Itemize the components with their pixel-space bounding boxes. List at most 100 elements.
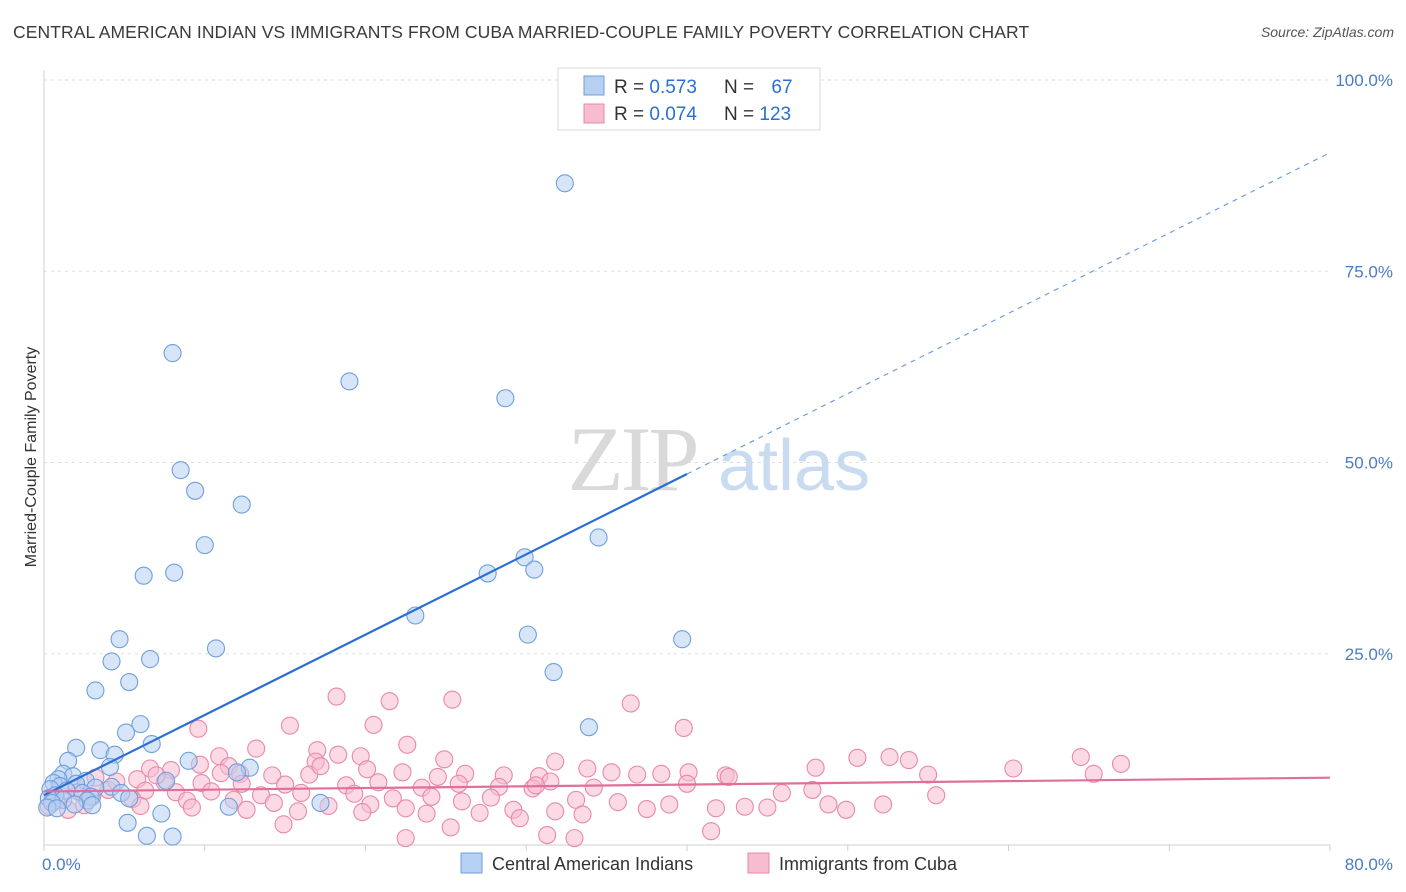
- data-point-central-american-indian: [525, 560, 544, 579]
- data-point-central-american-indian: [195, 536, 214, 555]
- data-point-central-american-indian: [120, 789, 139, 808]
- data-point-immigrant-from-cuba: [288, 802, 308, 821]
- data-point-central-american-indian: [67, 738, 86, 757]
- data-point-central-american-indian: [120, 673, 139, 692]
- data-point-immigrant-from-cuba: [674, 718, 693, 738]
- data-point-immigrant-from-cuba: [803, 780, 822, 799]
- data-point-immigrant-from-cuba: [652, 764, 671, 783]
- data-point-immigrant-from-cuba: [702, 822, 721, 841]
- data-point-central-american-indian: [340, 372, 359, 391]
- data-point-central-american-indian: [186, 481, 205, 500]
- data-point-immigrant-from-cuba: [806, 758, 825, 777]
- chart-title: CENTRAL AMERICAN INDIAN VS IMMIGRANTS FR…: [13, 22, 1030, 42]
- data-point-central-american-indian: [171, 461, 190, 480]
- data-point-immigrant-from-cuba: [602, 763, 621, 782]
- data-point-central-american-indian: [206, 639, 226, 658]
- data-point-central-american-indian: [219, 797, 238, 816]
- data-point-immigrant-from-cuba: [327, 687, 346, 706]
- data-point-central-american-indian: [83, 796, 102, 815]
- data-point-immigrant-from-cuba: [719, 767, 738, 786]
- data-point-immigrant-from-cuba: [428, 767, 447, 786]
- y-axis-label: Married-Couple Family Poverty: [23, 347, 40, 568]
- data-point-immigrant-from-cuba: [637, 799, 656, 819]
- legend-r-label: R =: [614, 77, 649, 98]
- data-point-immigrant-from-cuba: [237, 800, 256, 819]
- data-point-immigrant-from-cuba: [417, 804, 436, 823]
- data-point-immigrant-from-cuba: [452, 792, 472, 811]
- data-point-immigrant-from-cuba: [880, 747, 899, 767]
- data-point-immigrant-from-cuba: [470, 803, 489, 822]
- data-point-immigrant-from-cuba: [899, 751, 918, 770]
- data-point-immigrant-from-cuba: [353, 803, 372, 822]
- data-point-central-american-indian: [131, 715, 150, 734]
- trend-line-pink: [43, 776, 1331, 793]
- data-point-central-american-indian: [118, 813, 137, 832]
- data-point-central-american-indian: [518, 625, 537, 644]
- data-point-central-american-indian: [65, 795, 84, 814]
- data-point-central-american-indian: [311, 793, 330, 812]
- series-legend: Central American Indians Immigrants from…: [460, 852, 958, 874]
- data-point-immigrant-from-cuba: [329, 745, 348, 764]
- legend-n-label: N =: [724, 77, 759, 98]
- data-point-immigrant-from-cuba: [182, 798, 201, 817]
- series-central-american-indians: [38, 174, 692, 846]
- data-point-central-american-indian: [589, 528, 608, 547]
- data-point-immigrant-from-cuba: [608, 793, 627, 812]
- data-point-immigrant-from-cuba: [584, 778, 603, 797]
- data-point-central-american-indian: [157, 771, 176, 790]
- data-point-central-american-indian: [134, 566, 153, 585]
- data-point-immigrant-from-cuba: [538, 826, 557, 845]
- data-point-immigrant-from-cuba: [449, 774, 468, 793]
- data-point-immigrant-from-cuba: [189, 719, 208, 738]
- data-point-immigrant-from-cuba: [837, 800, 856, 819]
- data-point-immigrant-from-cuba: [358, 760, 377, 779]
- legend-r-value: 0.074: [649, 104, 697, 125]
- data-point-central-american-indian: [110, 630, 129, 649]
- data-point-central-american-indian: [163, 827, 182, 846]
- data-point-immigrant-from-cuba: [280, 716, 299, 735]
- data-point-immigrant-from-cuba: [364, 715, 383, 734]
- data-point-central-american-indian: [100, 757, 119, 777]
- data-point-immigrant-from-cuba: [202, 782, 221, 801]
- y-tick-label: 50.0%: [1345, 454, 1393, 473]
- stats-legend: R = 0.573 N = 67 R = 0.074 N = 123: [557, 67, 821, 131]
- data-point-immigrant-from-cuba: [706, 799, 725, 818]
- svg-text:R = 0.074: R = 0.074: [614, 104, 697, 125]
- data-point-immigrant-from-cuba: [345, 784, 364, 803]
- trend-lines: [43, 152, 1331, 797]
- data-point-central-american-indian: [496, 389, 515, 408]
- data-point-immigrant-from-cuba: [263, 766, 282, 785]
- data-point-immigrant-from-cuba: [1071, 747, 1090, 767]
- data-point-immigrant-from-cuba: [369, 773, 388, 792]
- y-tick-label: 25.0%: [1345, 645, 1393, 664]
- data-point-immigrant-from-cuba: [383, 789, 402, 808]
- data-point-immigrant-from-cuba: [443, 690, 462, 709]
- data-point-central-american-indian: [179, 751, 198, 770]
- legend-n-value: 67: [771, 77, 792, 98]
- legend-r-value: 0.573: [649, 77, 697, 98]
- x-tick-label: 80.0%: [1345, 855, 1393, 874]
- data-point-immigrant-from-cuba: [396, 799, 415, 818]
- data-point-central-american-indian: [137, 826, 156, 845]
- data-point-immigrant-from-cuba: [276, 775, 295, 794]
- data-point-immigrant-from-cuba: [1004, 759, 1023, 778]
- source-credit: Source: ZipAtlas.com: [1260, 24, 1394, 40]
- svg-text:N = 67: N = 67: [724, 77, 793, 98]
- data-point-immigrant-from-cuba: [1084, 764, 1103, 783]
- data-point-immigrant-from-cuba: [927, 786, 946, 805]
- data-point-immigrant-from-cuba: [565, 829, 584, 848]
- data-point-central-american-indian: [141, 650, 160, 669]
- data-point-immigrant-from-cuba: [819, 795, 838, 814]
- data-point-central-american-indian: [47, 799, 66, 818]
- data-point-central-american-indian: [673, 630, 692, 649]
- legend-n-value: 123: [759, 104, 791, 125]
- data-point-immigrant-from-cuba: [758, 798, 777, 817]
- series-legend-swatch-blue: [460, 852, 483, 874]
- series-legend-swatch-pink: [747, 852, 770, 874]
- data-point-immigrant-from-cuba: [848, 748, 867, 767]
- data-point-central-american-indian: [544, 663, 563, 682]
- series-legend-label: Immigrants from Cuba: [779, 854, 958, 874]
- data-point-immigrant-from-cuba: [510, 809, 529, 828]
- svg-text:R = 0.573: R = 0.573: [614, 77, 697, 98]
